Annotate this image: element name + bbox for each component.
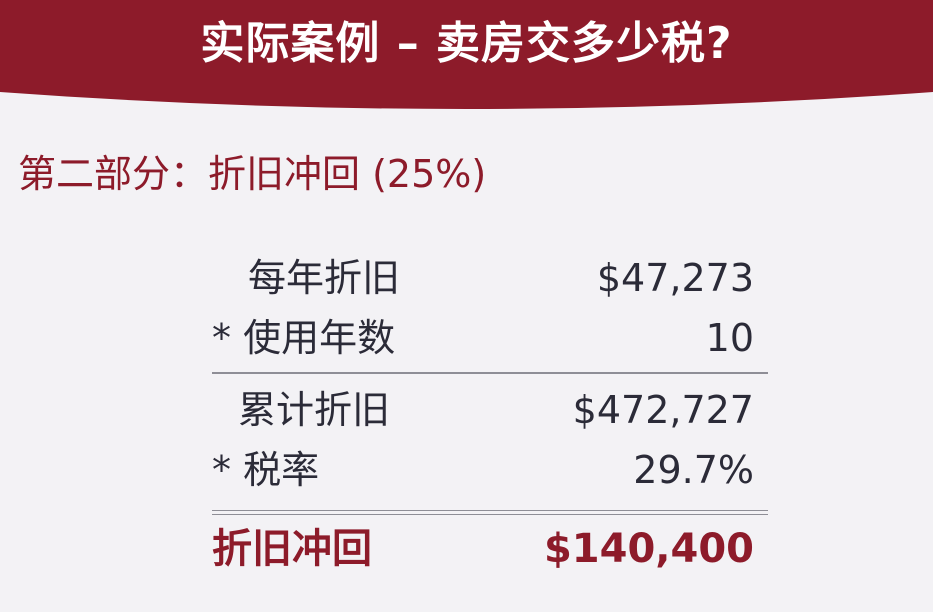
calc-row-accumulated-depreciation: 累计折旧 $472,727 — [212, 380, 768, 440]
header-band — [0, 0, 933, 118]
section-subtitle: 第二部分：折旧冲回 (25%) — [18, 152, 487, 196]
total-divider-line — [212, 510, 768, 515]
depreciation-calculation: 每年折旧 $47,273 * 使用年数 10 累计折旧 $472,727 * 税… — [212, 248, 768, 579]
calc-label-years-used-text: 使用年数 — [243, 316, 396, 360]
calc-value-years-used: 10 — [705, 316, 754, 360]
calc-row-total: 折旧冲回 $140,400 — [212, 519, 768, 579]
calc-value-annual-depreciation: $47,273 — [596, 256, 754, 300]
calc-row-tax-rate: * 税率 29.7% — [212, 440, 768, 500]
calc-value-total: $140,400 — [543, 526, 754, 572]
multiply-operator: * — [212, 448, 231, 492]
calc-label-accumulated-depreciation: 累计折旧 — [238, 388, 391, 432]
header-band-shape — [0, 0, 933, 109]
calc-label-tax-rate: * 税率 — [212, 444, 319, 496]
calc-label-years-used: * 使用年数 — [212, 312, 395, 364]
divider-line — [212, 372, 768, 374]
calc-label-tax-rate-text: 税率 — [243, 448, 320, 492]
calc-value-accumulated-depreciation: $472,727 — [572, 388, 754, 432]
calc-row-annual-depreciation: 每年折旧 $47,273 — [212, 248, 768, 308]
calc-row-years-used: * 使用年数 10 — [212, 308, 768, 368]
calc-label-total: 折旧冲回 — [212, 526, 372, 572]
page-title: 实际案例 – 卖房交多少税? — [200, 18, 733, 69]
calc-label-annual-depreciation: 每年折旧 — [248, 256, 401, 300]
multiply-operator: * — [212, 316, 231, 360]
calc-value-tax-rate: 29.7% — [633, 448, 754, 492]
